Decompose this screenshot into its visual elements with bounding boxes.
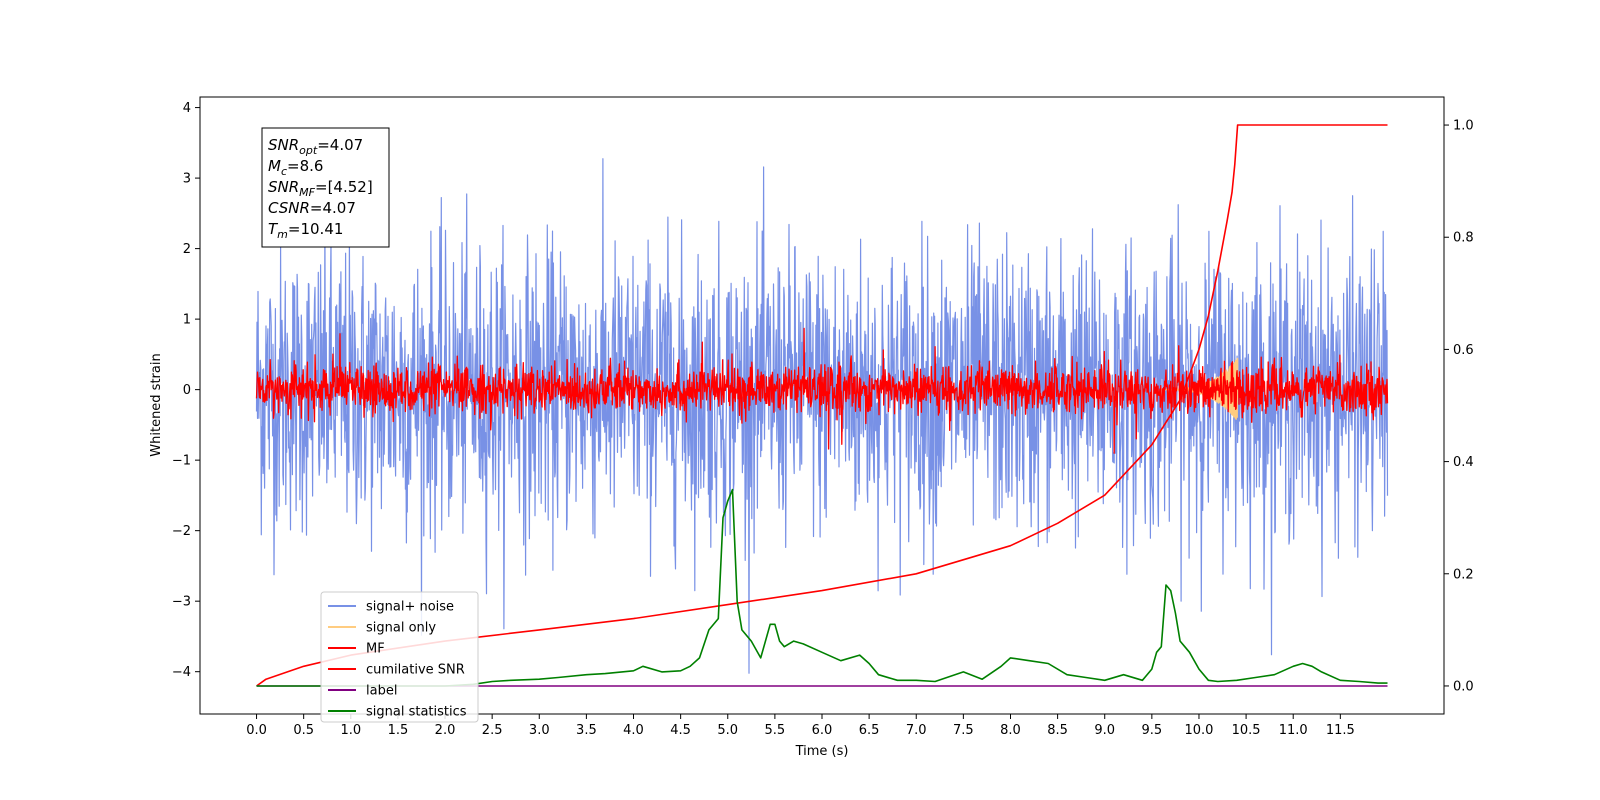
legend-label: signal only: [366, 621, 436, 636]
y2-tick-label: 0.6: [1453, 343, 1474, 358]
x-tick-label: 5.5: [765, 723, 786, 738]
x-tick-label: 2.5: [482, 723, 503, 738]
info-box: SNRopt=4.07Mc=8.6SNRMF=[4.52]CSNR=4.07Tm…: [261, 127, 390, 248]
info-line: SNRopt=4.07: [268, 136, 363, 157]
x-tick-label: 0.0: [246, 723, 267, 738]
info-value: =4.07: [317, 136, 363, 154]
legend: signal+ noise signal only MF cumilative SNR…: [320, 591, 479, 723]
series-mf-line: [255, 327, 1389, 454]
legend-label: signal+ noise: [366, 600, 454, 615]
y-tick-label: 2: [183, 242, 191, 257]
x-tick-label: 4.5: [670, 723, 691, 738]
y-tick-label: 4: [183, 101, 191, 116]
y-axis-ticks: 4 3 2 1 0 −1 −2 −3 −4: [172, 101, 200, 680]
x-tick-label: 7.5: [953, 723, 974, 738]
x-tick-label: 2.0: [435, 723, 456, 738]
y2-tick-label: 0.4: [1453, 455, 1474, 470]
info-var: CSNR: [268, 199, 310, 217]
x-tick-label: 6.0: [812, 723, 833, 738]
x-tick-label: 3.5: [576, 723, 597, 738]
legend-items: signal+ noise signal only MF cumilative SNR…: [328, 600, 467, 720]
info-var: T: [268, 220, 279, 238]
legend-label: label: [366, 684, 397, 699]
y-tick-label: −3: [172, 595, 191, 610]
y2-tick-label: 0.2: [1453, 567, 1474, 582]
x-tick-label: 7.0: [906, 723, 927, 738]
x-tick-label: 4.0: [623, 723, 644, 738]
x-tick-label: 5.0: [717, 723, 738, 738]
x-tick-label: 0.5: [293, 723, 314, 738]
x-tick-label: 8.0: [1000, 723, 1021, 738]
x-tick-label: 11.0: [1279, 723, 1308, 738]
x-tick-label: 1.5: [388, 723, 409, 738]
info-line: CSNR=4.07: [268, 199, 356, 217]
x-tick-label: 9.5: [1142, 723, 1163, 738]
info-sub: MF: [299, 186, 315, 199]
x-tick-label: 3.0: [529, 723, 550, 738]
y-tick-label: −2: [172, 524, 191, 539]
y-axis-label: Whitened strain: [149, 353, 164, 456]
legend-label: signal statistics: [366, 705, 467, 720]
x-axis-ticks: 0.0 0.5 1.0 1.5 2.0 2.5 3.0 3.5 4.0 4.5 5.0 5.5 6.0 6…: [246, 714, 1355, 738]
y-tick-label: 0: [183, 383, 191, 398]
info-line: Mc=8.6: [268, 157, 323, 178]
info-box-frame: [261, 127, 390, 248]
info-value: =[4.52]: [315, 178, 373, 196]
x-tick-label: 10.0: [1184, 723, 1213, 738]
info-var: M: [268, 157, 281, 175]
x-tick-label: 8.5: [1047, 723, 1068, 738]
series-signal-statistics-line: [256, 488, 1388, 687]
info-box-lines: SNRopt=4.07Mc=8.6SNRMF=[4.52]CSNR=4.07Tm…: [268, 136, 373, 241]
info-value: =10.41: [288, 220, 344, 238]
y2-tick-label: 1.0: [1453, 119, 1474, 134]
x-tick-label: 11.5: [1326, 723, 1355, 738]
info-sub: c: [281, 165, 287, 178]
info-line: SNRMF=[4.52]: [268, 178, 373, 199]
info-var: SNR: [268, 178, 299, 196]
info-var: SNR: [268, 136, 299, 154]
x-tick-label: 9.0: [1094, 723, 1115, 738]
y2-tick-label: 0.8: [1453, 231, 1474, 246]
legend-frame: [320, 591, 479, 723]
legend-label: cumilative SNR: [366, 663, 465, 678]
info-line: Tm=10.41: [268, 220, 343, 241]
info-sub: opt: [299, 144, 318, 157]
y-tick-label: 1: [183, 313, 191, 328]
y-tick-label: 3: [183, 172, 191, 187]
info-value: =4.07: [310, 199, 356, 217]
x-axis-label: Time (s): [795, 744, 849, 759]
y-tick-label: −1: [172, 454, 191, 469]
y2-tick-label: 0.0: [1453, 679, 1474, 694]
right-axis-ticks: 1.0 0.8 0.6 0.4 0.2 0.0: [1444, 119, 1474, 694]
x-tick-label: 10.5: [1232, 723, 1261, 738]
x-tick-label: 1.0: [340, 723, 361, 738]
y-tick-label: −4: [172, 665, 191, 680]
legend-label: MF: [366, 642, 385, 657]
x-tick-label: 6.5: [859, 723, 880, 738]
info-value: =8.6: [287, 157, 323, 175]
info-sub: m: [277, 228, 288, 241]
